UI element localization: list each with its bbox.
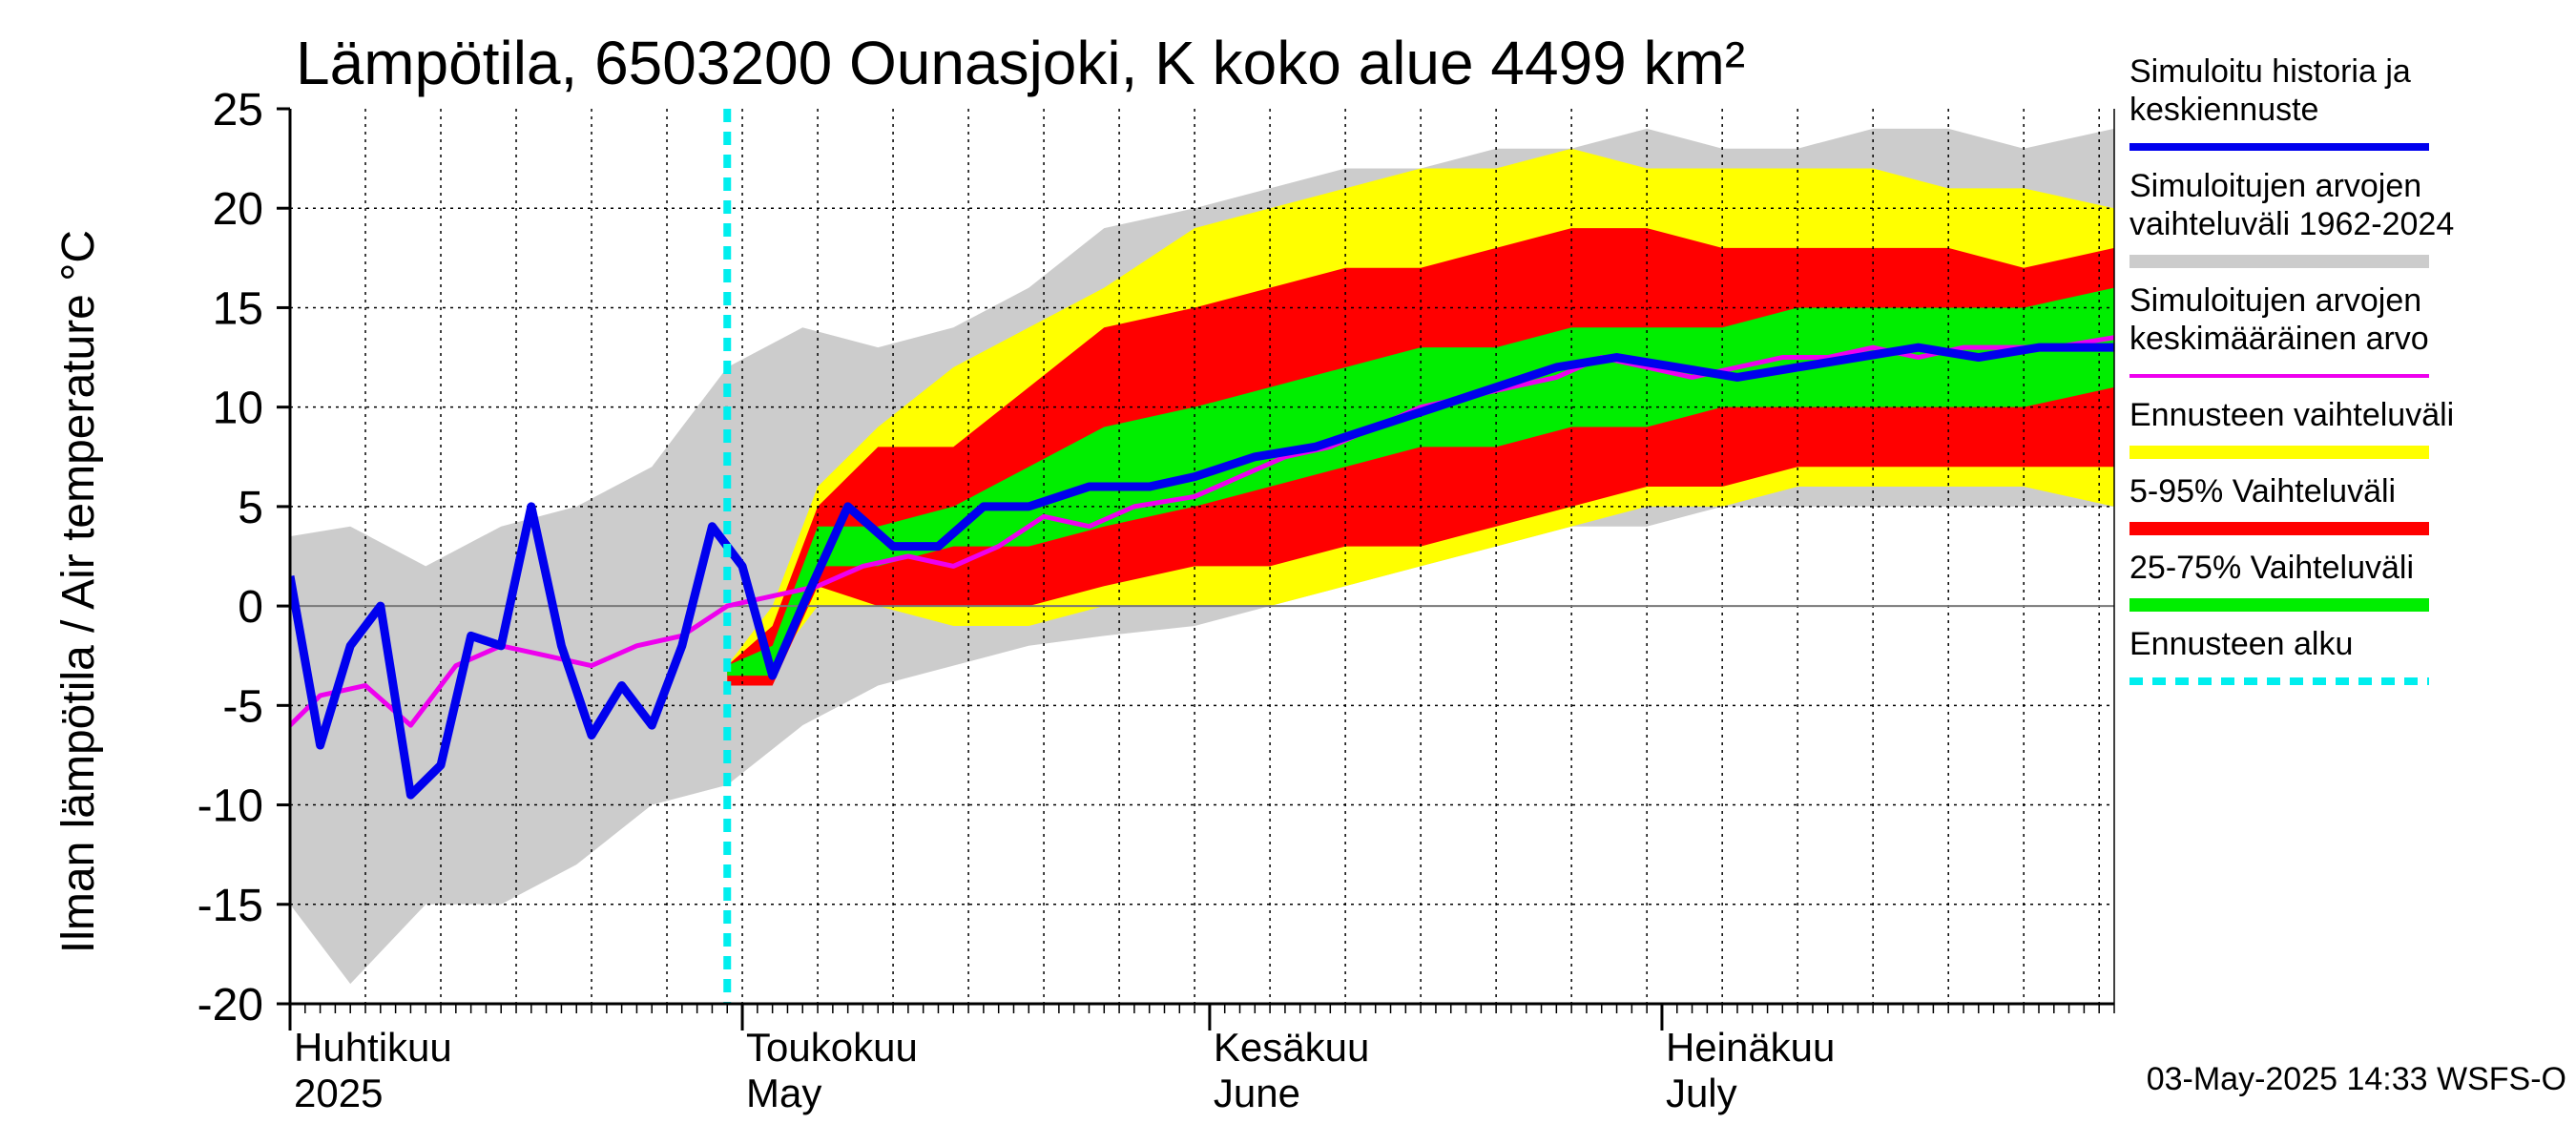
- legend-label: Simuloitujen arvojen: [2129, 168, 2421, 204]
- simulated-forecast-line: [290, 343, 2114, 800]
- legend-label: keskimääräinen arvo: [2129, 321, 2429, 357]
- legend-label: 25-75% Vaihteluväli: [2129, 550, 2414, 586]
- legend-label: keskiennuste: [2129, 92, 2318, 128]
- y-tick-label: -20: [197, 980, 263, 1030]
- y-tick-label: 5: [238, 483, 263, 533]
- x-month-label-fi: Toukokuu: [746, 1025, 918, 1070]
- x-month-label-en: July: [1666, 1071, 1737, 1115]
- series-lines: [290, 109, 2114, 1004]
- y-tick-label: 25: [213, 85, 263, 135]
- y-tick-label: 10: [213, 384, 263, 434]
- p25-75-band: [727, 287, 2114, 677]
- x-month-label-en: May: [746, 1071, 821, 1115]
- y-tick-label: 0: [238, 582, 263, 633]
- legend-label: Ennusteen vaihteluväli: [2129, 397, 2454, 433]
- legend-label: vaihteluväli 1962-2024: [2129, 206, 2454, 242]
- y-tick-label: 20: [213, 184, 263, 235]
- legend-label: Ennusteen alku: [2129, 626, 2353, 662]
- y-tick-label: -15: [197, 881, 263, 931]
- axes: [277, 107, 2115, 1030]
- x-month-label-fi: Kesäkuu: [1214, 1025, 1369, 1070]
- legend-label: 5-95% Vaihteluväli: [2129, 473, 2396, 510]
- x-month-label-fi: Heinäkuu: [1666, 1025, 1835, 1070]
- x-month-label-en: June: [1214, 1071, 1300, 1115]
- legend-label: Simuloitu historia ja: [2129, 53, 2411, 90]
- y-axis-label: Ilman lämpötila / Air temperature °C: [53, 230, 104, 953]
- timestamp-footer: 03-May-2025 14:33 WSFS-O: [2147, 1061, 2566, 1097]
- y-tick-label: 15: [213, 283, 263, 334]
- chart-title: Lämpötila, 6503200 Ounasjoki, K koko alu…: [296, 29, 1745, 97]
- x-month-label-fi: Huhtikuu: [294, 1025, 452, 1070]
- y-tick-label: -5: [222, 681, 263, 732]
- y-tick-labels: 25 20 15 10 5 0 -5 -10 -15 -20: [197, 85, 263, 1030]
- grid-lines: [289, 109, 2114, 1004]
- x-month-label-en: 2025: [294, 1071, 383, 1115]
- legend-label: Simuloitujen arvojen: [2129, 282, 2421, 319]
- mean-history-line: [290, 335, 2114, 728]
- range-bands: [290, 128, 2114, 985]
- y-tick-label: -10: [197, 781, 263, 832]
